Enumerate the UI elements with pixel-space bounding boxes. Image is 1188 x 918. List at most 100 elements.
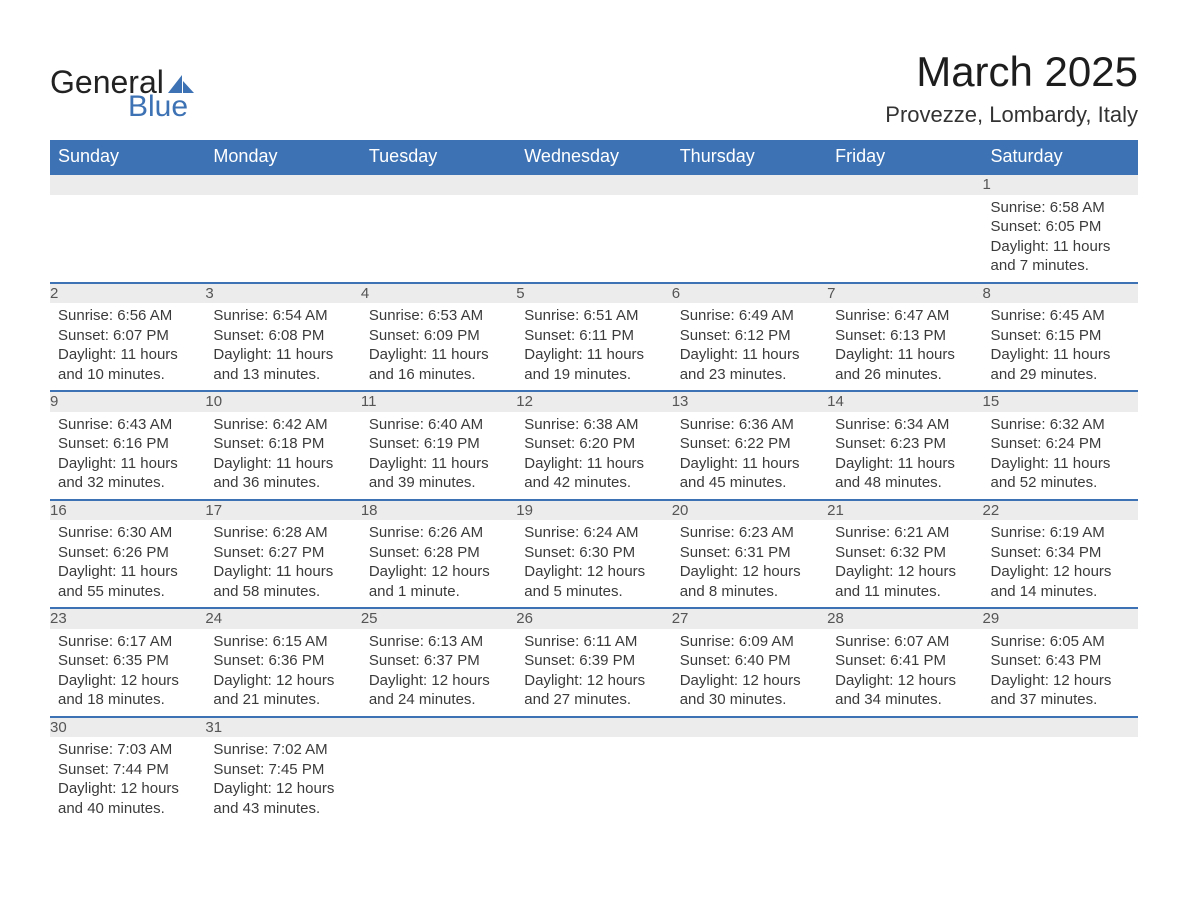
daylight-line: Daylight: 12 hours and 27 minutes. — [524, 671, 663, 710]
sunset-line: Sunset: 6:20 PM — [524, 434, 663, 454]
empty-cell — [672, 737, 827, 824]
sunset-line: Sunset: 6:23 PM — [835, 434, 974, 454]
sunset-line: Sunset: 6:27 PM — [213, 543, 352, 563]
day-detail: Sunrise: 6:51 AMSunset: 6:11 PMDaylight:… — [516, 303, 671, 391]
daylight-line: Daylight: 12 hours and 14 minutes. — [991, 562, 1130, 601]
sunset-line: Sunset: 6:34 PM — [991, 543, 1130, 563]
daylight-line: Daylight: 12 hours and 8 minutes. — [680, 562, 819, 601]
sunset-line: Sunset: 6:31 PM — [680, 543, 819, 563]
empty-cell — [516, 717, 671, 738]
sunrise-line: Sunrise: 6:54 AM — [213, 306, 352, 326]
day-detail: Sunrise: 6:23 AMSunset: 6:31 PMDaylight:… — [672, 520, 827, 608]
day-number: 31 — [205, 717, 360, 738]
day-number: 7 — [827, 283, 982, 304]
sunrise-line: Sunrise: 7:03 AM — [58, 740, 197, 760]
day-detail: Sunrise: 6:15 AMSunset: 6:36 PMDaylight:… — [205, 629, 360, 717]
empty-cell — [50, 195, 205, 283]
title-block: March 2025 Provezze, Lombardy, Italy — [885, 48, 1138, 128]
sunset-line: Sunset: 6:12 PM — [680, 326, 819, 346]
sunrise-line: Sunrise: 6:15 AM — [213, 632, 352, 652]
sunset-line: Sunset: 6:36 PM — [213, 651, 352, 671]
day-detail: Sunrise: 6:05 AMSunset: 6:43 PMDaylight:… — [983, 629, 1138, 717]
day-header: Friday — [827, 140, 982, 174]
day-number: 27 — [672, 608, 827, 629]
day-header: Wednesday — [516, 140, 671, 174]
sunrise-line: Sunrise: 6:07 AM — [835, 632, 974, 652]
sunset-line: Sunset: 6:09 PM — [369, 326, 508, 346]
week-number-row: 16171819202122 — [50, 500, 1138, 521]
sunrise-line: Sunrise: 6:11 AM — [524, 632, 663, 652]
day-detail: Sunrise: 6:45 AMSunset: 6:15 PMDaylight:… — [983, 303, 1138, 391]
week-detail-row: Sunrise: 6:30 AMSunset: 6:26 PMDaylight:… — [50, 520, 1138, 608]
daylight-line: Daylight: 12 hours and 21 minutes. — [213, 671, 352, 710]
daylight-line: Daylight: 11 hours and 52 minutes. — [991, 454, 1130, 493]
daylight-line: Daylight: 11 hours and 55 minutes. — [58, 562, 197, 601]
daylight-line: Daylight: 12 hours and 30 minutes. — [680, 671, 819, 710]
empty-cell — [516, 174, 671, 195]
sunset-line: Sunset: 6:11 PM — [524, 326, 663, 346]
empty-cell — [827, 737, 982, 824]
sunrise-line: Sunrise: 6:32 AM — [991, 415, 1130, 435]
day-number: 28 — [827, 608, 982, 629]
day-detail: Sunrise: 6:49 AMSunset: 6:12 PMDaylight:… — [672, 303, 827, 391]
header: General Blue March 2025 Provezze, Lombar… — [50, 48, 1138, 128]
sunset-line: Sunset: 6:41 PM — [835, 651, 974, 671]
day-detail: Sunrise: 6:11 AMSunset: 6:39 PMDaylight:… — [516, 629, 671, 717]
daylight-line: Daylight: 12 hours and 5 minutes. — [524, 562, 663, 601]
day-detail: Sunrise: 6:26 AMSunset: 6:28 PMDaylight:… — [361, 520, 516, 608]
sunrise-line: Sunrise: 6:24 AM — [524, 523, 663, 543]
empty-cell — [827, 717, 982, 738]
day-header: Tuesday — [361, 140, 516, 174]
day-detail: Sunrise: 6:30 AMSunset: 6:26 PMDaylight:… — [50, 520, 205, 608]
empty-cell — [361, 195, 516, 283]
empty-cell — [50, 174, 205, 195]
sunset-line: Sunset: 6:26 PM — [58, 543, 197, 563]
day-detail: Sunrise: 6:32 AMSunset: 6:24 PMDaylight:… — [983, 412, 1138, 500]
sunrise-line: Sunrise: 6:19 AM — [991, 523, 1130, 543]
day-detail: Sunrise: 7:03 AMSunset: 7:44 PMDaylight:… — [50, 737, 205, 824]
sunrise-line: Sunrise: 6:47 AM — [835, 306, 974, 326]
sunrise-line: Sunrise: 6:23 AM — [680, 523, 819, 543]
daylight-line: Daylight: 11 hours and 42 minutes. — [524, 454, 663, 493]
day-detail: Sunrise: 6:17 AMSunset: 6:35 PMDaylight:… — [50, 629, 205, 717]
empty-cell — [672, 174, 827, 195]
sunrise-line: Sunrise: 6:21 AM — [835, 523, 974, 543]
daylight-line: Daylight: 11 hours and 7 minutes. — [991, 237, 1130, 276]
day-number: 26 — [516, 608, 671, 629]
week-number-row: 2345678 — [50, 283, 1138, 304]
empty-cell — [516, 195, 671, 283]
daylight-line: Daylight: 12 hours and 34 minutes. — [835, 671, 974, 710]
day-detail: Sunrise: 6:28 AMSunset: 6:27 PMDaylight:… — [205, 520, 360, 608]
empty-cell — [361, 737, 516, 824]
daylight-line: Daylight: 12 hours and 11 minutes. — [835, 562, 974, 601]
day-number: 25 — [361, 608, 516, 629]
daylight-line: Daylight: 11 hours and 29 minutes. — [991, 345, 1130, 384]
day-detail: Sunrise: 6:24 AMSunset: 6:30 PMDaylight:… — [516, 520, 671, 608]
empty-cell — [983, 717, 1138, 738]
day-number: 15 — [983, 391, 1138, 412]
daylight-line: Daylight: 12 hours and 18 minutes. — [58, 671, 197, 710]
day-detail: Sunrise: 6:43 AMSunset: 6:16 PMDaylight:… — [50, 412, 205, 500]
sunrise-line: Sunrise: 6:43 AM — [58, 415, 197, 435]
sunset-line: Sunset: 6:28 PM — [369, 543, 508, 563]
daylight-line: Daylight: 12 hours and 37 minutes. — [991, 671, 1130, 710]
sunset-line: Sunset: 6:07 PM — [58, 326, 197, 346]
daylight-line: Daylight: 11 hours and 10 minutes. — [58, 345, 197, 384]
day-number: 16 — [50, 500, 205, 521]
day-number: 5 — [516, 283, 671, 304]
day-detail: Sunrise: 6:13 AMSunset: 6:37 PMDaylight:… — [361, 629, 516, 717]
sunrise-line: Sunrise: 6:40 AM — [369, 415, 508, 435]
sunrise-line: Sunrise: 6:38 AM — [524, 415, 663, 435]
day-number: 8 — [983, 283, 1138, 304]
day-number: 17 — [205, 500, 360, 521]
daylight-line: Daylight: 11 hours and 19 minutes. — [524, 345, 663, 384]
day-number: 20 — [672, 500, 827, 521]
sunrise-line: Sunrise: 6:30 AM — [58, 523, 197, 543]
day-number: 18 — [361, 500, 516, 521]
day-number: 29 — [983, 608, 1138, 629]
sunset-line: Sunset: 6:40 PM — [680, 651, 819, 671]
day-header: Monday — [205, 140, 360, 174]
sunrise-line: Sunrise: 6:13 AM — [369, 632, 508, 652]
empty-cell — [205, 195, 360, 283]
sunset-line: Sunset: 6:43 PM — [991, 651, 1130, 671]
